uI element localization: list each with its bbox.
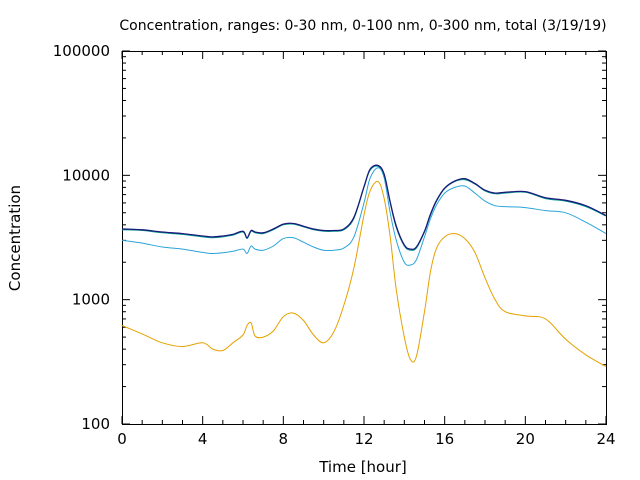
x-tick-label: 20: [516, 430, 535, 448]
x-tick-label: 4: [198, 430, 208, 448]
x-tick-label: 0: [117, 430, 127, 448]
series-layer: [121, 164, 607, 367]
chart-title: Concentration, ranges: 0-30 nm, 0-100 nm…: [119, 18, 606, 34]
x-tick-label: 8: [279, 430, 289, 448]
series-line-0: [121, 180, 607, 367]
y-tick-label: 10000: [62, 166, 110, 184]
x-tick-label: 24: [596, 430, 615, 448]
plot-frame: [122, 51, 607, 425]
y-tick-label: 100000: [53, 42, 110, 60]
y-tick-label: 1000: [72, 291, 110, 309]
axis-ticks: 0 4 8 12 16 20 24 100 1000 10000 100000: [53, 42, 616, 448]
y-axis-label: Concentration: [6, 185, 24, 291]
series-line-3: [121, 164, 607, 251]
x-axis-label: Time [hour]: [318, 458, 407, 476]
x-tick-label: 12: [354, 430, 373, 448]
x-tick-label: 16: [435, 430, 454, 448]
y-tick-label: 100: [81, 415, 110, 433]
series-line-1: [121, 167, 607, 266]
